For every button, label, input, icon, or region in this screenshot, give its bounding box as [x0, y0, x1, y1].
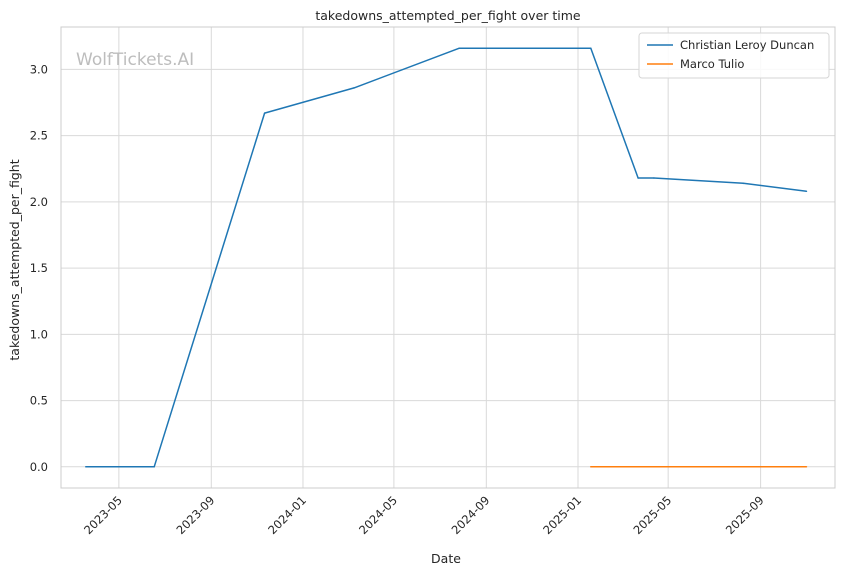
y-tick-label: 0.5	[30, 394, 48, 408]
data-point	[805, 190, 808, 193]
y-tick-label: 3.0	[30, 62, 48, 76]
legend: Christian Leroy Duncan Marco Tulio	[638, 32, 830, 79]
y-tick-label: 2.0	[30, 195, 48, 209]
chart-title: takedowns_attempted_per_fight over time	[315, 8, 581, 23]
watermark-text: WolfTickets.AI	[76, 50, 194, 70]
data-point	[263, 112, 266, 114]
legend-label: Marco Tulio	[680, 57, 744, 71]
x-axis-label: Date	[431, 551, 461, 566]
data-point	[153, 466, 155, 468]
grid	[61, 27, 835, 488]
data-point	[353, 87, 355, 89]
series-lines	[85, 47, 808, 468]
legend-label: Christian Leroy Duncan	[680, 38, 814, 52]
series-line	[85, 47, 807, 468]
data-point	[458, 47, 461, 49]
data-point	[85, 466, 87, 468]
plot-area	[60, 26, 836, 489]
y-tick-label: 1.0	[30, 327, 48, 341]
y-axis-label: takedowns_attempted_per_fight	[7, 159, 22, 360]
y-tick-label: 0.0	[30, 460, 48, 474]
y-tick-label: 2.5	[30, 129, 48, 143]
data-point	[742, 182, 745, 185]
y-axis-ticks: 0.0 0.5 1.0 1.5 2.0 2.5 3.0	[30, 62, 48, 473]
y-tick-label: 1.5	[30, 261, 48, 275]
data-point	[637, 177, 639, 179]
legend-box	[638, 32, 830, 79]
data-point	[805, 466, 808, 468]
data-point	[653, 177, 655, 179]
data-point	[590, 466, 592, 468]
data-point	[590, 47, 592, 49]
